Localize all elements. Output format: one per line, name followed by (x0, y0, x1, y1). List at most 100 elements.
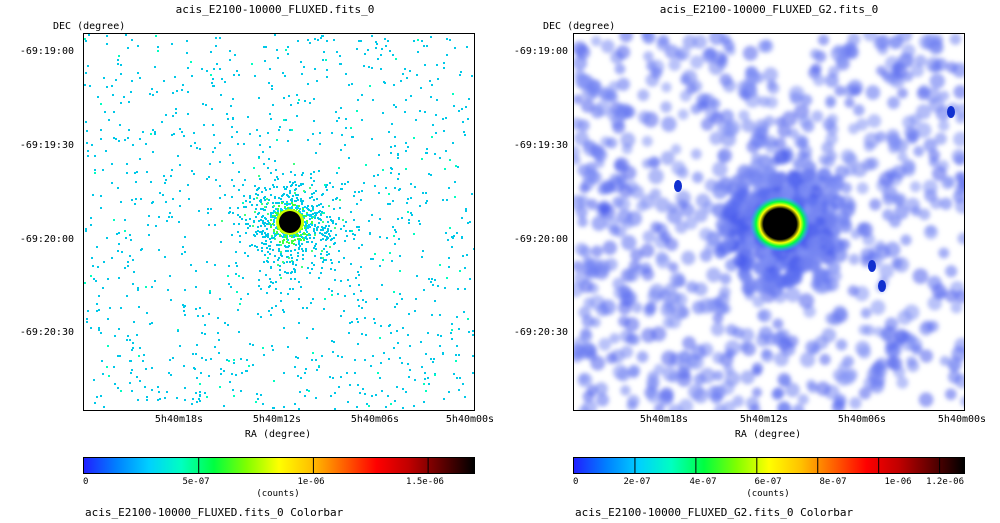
emission-blob (880, 329, 893, 342)
count-pixel (430, 36, 432, 38)
count-pixel (245, 219, 247, 221)
count-pixel (427, 332, 429, 334)
colorbar-left (83, 457, 475, 474)
count-pixel (369, 233, 371, 235)
count-pixel (118, 328, 120, 330)
emission-blob (905, 197, 921, 213)
count-pixel (252, 344, 254, 346)
count-pixel (469, 278, 471, 280)
count-pixel (200, 372, 202, 374)
count-pixel (280, 251, 282, 253)
count-pixel (350, 211, 352, 213)
colorbar-tick-right-1: 2e-07 (623, 477, 651, 487)
count-pixel (238, 74, 240, 76)
emission-blob (819, 187, 834, 202)
count-pixel (287, 239, 289, 241)
count-pixel (292, 263, 294, 265)
count-pixel (307, 83, 309, 85)
emission-blob (875, 240, 886, 251)
emission-blob (939, 355, 950, 366)
count-pixel (368, 66, 370, 68)
count-pixel (399, 357, 401, 359)
count-pixel (90, 224, 92, 226)
count-pixel (413, 137, 415, 139)
count-pixel (126, 172, 128, 174)
count-pixel (333, 237, 335, 239)
emission-blob (866, 367, 881, 382)
count-pixel (474, 272, 475, 274)
count-pixel (148, 234, 150, 236)
count-pixel (322, 261, 324, 263)
count-pixel (352, 233, 354, 235)
emission-blob (766, 79, 777, 90)
emission-blob (640, 243, 655, 258)
image-frame-left[interactable] (83, 33, 475, 411)
count-pixel (288, 95, 290, 97)
count-pixel (300, 184, 302, 186)
count-pixel (269, 278, 271, 280)
count-pixel (270, 212, 272, 214)
count-pixel (249, 133, 251, 135)
count-pixel (100, 332, 102, 334)
count-pixel (208, 313, 210, 315)
count-pixel (360, 290, 362, 292)
count-pixel (392, 54, 394, 56)
count-pixel (394, 306, 396, 308)
count-pixel (277, 208, 279, 210)
emission-blob (586, 198, 598, 210)
emission-blob (582, 255, 593, 266)
count-pixel (425, 390, 427, 392)
count-pixel (203, 124, 205, 126)
count-pixel (264, 217, 266, 219)
count-pixel (205, 104, 207, 106)
count-pixel (271, 307, 273, 309)
count-pixel (212, 124, 214, 126)
count-pixel (361, 244, 363, 246)
image-frame-right[interactable] (573, 33, 965, 411)
count-pixel (245, 223, 247, 225)
count-pixel (179, 190, 181, 192)
count-pixel (277, 202, 279, 204)
count-pixel (87, 155, 89, 157)
count-pixel (123, 96, 125, 98)
count-pixel (294, 192, 296, 194)
count-pixel (241, 218, 243, 220)
count-pixel (281, 209, 283, 211)
count-pixel (269, 253, 271, 255)
count-pixel (321, 211, 323, 213)
count-pixel (464, 134, 466, 136)
count-pixel (302, 183, 304, 185)
secondary-source-right (674, 180, 682, 192)
count-pixel (343, 310, 345, 312)
emission-blob (732, 395, 745, 408)
count-pixel (298, 205, 300, 207)
emission-blob (670, 144, 682, 155)
count-pixel (96, 396, 98, 398)
count-pixel (111, 257, 113, 259)
count-pixel (233, 362, 235, 364)
count-pixel (310, 210, 312, 212)
count-pixel (439, 345, 441, 347)
count-pixel (301, 236, 303, 238)
count-pixel (270, 219, 272, 221)
count-pixel (318, 204, 320, 206)
count-pixel (247, 116, 249, 118)
count-pixel (306, 238, 308, 240)
count-pixel (219, 386, 221, 388)
count-pixel (308, 224, 310, 226)
emission-blob (574, 94, 584, 105)
emission-blob (710, 111, 724, 125)
count-pixel (191, 403, 193, 405)
count-pixel (311, 184, 313, 186)
count-pixel (456, 316, 458, 318)
count-pixel (262, 347, 264, 349)
count-pixel (454, 181, 456, 183)
count-pixel (388, 358, 390, 360)
count-pixel (293, 243, 295, 245)
count-pixel (238, 275, 240, 277)
count-pixel (136, 376, 138, 378)
count-pixel (275, 281, 277, 283)
count-pixel (387, 40, 389, 42)
count-pixel (426, 148, 428, 150)
emission-blob (850, 228, 862, 240)
